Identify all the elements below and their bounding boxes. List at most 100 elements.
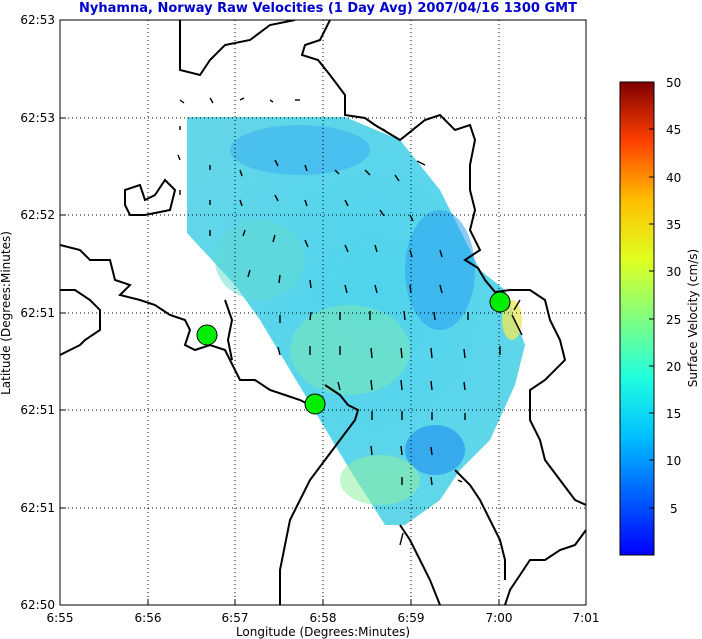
y-tick-label: 62:52 — [20, 208, 55, 222]
x-tick-label: 6:56 — [135, 611, 162, 625]
velocity-arrow — [403, 310, 406, 321]
colorbar-tick-label: 35 — [666, 218, 681, 232]
velocity-arrow — [304, 164, 308, 172]
velocity-arrow — [309, 311, 312, 321]
x-tick-label: 6:57 — [222, 611, 249, 625]
velocity-arrow — [309, 279, 312, 289]
y-tick-label: 62:53 — [20, 13, 55, 27]
y-axis-label: Latitude (Degrees:Minutes) — [0, 231, 13, 395]
velocity-arrow — [409, 249, 413, 258]
velocity-arrow — [242, 229, 246, 237]
velocity-arrow — [177, 154, 181, 161]
station-marker-east — [489, 291, 511, 313]
coastline-south-west — [279, 384, 360, 605]
y-tick-labels: 62:53 62:53 62:52 62:51 62:51 62:51 62:5… — [20, 13, 55, 612]
field-patch-slow-east — [405, 210, 475, 330]
velocity-arrow — [463, 381, 466, 391]
x-tick-label: 6:59 — [398, 611, 425, 625]
velocity-arrow — [376, 126, 386, 131]
map-layers — [60, 20, 586, 605]
velocity-arrow — [247, 269, 251, 278]
velocity-vectors — [177, 97, 523, 546]
velocity-arrow — [370, 379, 373, 391]
field-patch-mid-west — [215, 220, 305, 300]
coastline-west — [60, 244, 311, 406]
velocity-arrow — [416, 160, 426, 166]
velocity-arrow — [304, 199, 308, 207]
field-patch-fast-south — [340, 455, 420, 505]
y-tick-label: 62:53 — [20, 111, 55, 125]
velocity-arrow — [344, 199, 349, 207]
y-tick-label: 62:51 — [20, 403, 55, 417]
velocity-arrow — [364, 169, 371, 176]
y-tick-label: 62:51 — [20, 306, 55, 320]
x-tick-labels: 6:55 6:56 6:57 6:58 6:59 7:00 7:01 — [47, 611, 600, 625]
velocity-arrow — [239, 199, 243, 207]
velocity-arrow — [334, 169, 340, 175]
colorbar-tick-label: 25 — [666, 313, 681, 327]
velocity-arrow — [337, 381, 341, 391]
velocity-arrow — [439, 284, 443, 294]
coastline-south — [399, 524, 441, 605]
velocity-arrow — [513, 299, 521, 311]
colorbar-tick-label: 15 — [666, 407, 681, 421]
velocity-arrow — [439, 249, 443, 258]
coastline — [60, 20, 586, 605]
colorbar-ticks — [649, 81, 654, 509]
velocity-arrow — [463, 348, 466, 359]
velocity-arrow — [430, 380, 433, 391]
velocity-arrow — [277, 346, 281, 356]
velocity-arrow — [179, 99, 185, 104]
colorbar-tick-label: 10 — [666, 454, 681, 468]
coastline-small-headland — [60, 289, 101, 356]
y-tick-label: 62:51 — [20, 501, 55, 515]
field-patch-fast-east — [502, 300, 522, 340]
velocity-arrow — [400, 445, 403, 456]
colorbar-tick-label: 40 — [666, 171, 681, 185]
coastline-north — [179, 20, 296, 77]
velocity-arrow — [511, 314, 523, 336]
colorbar-tick-label: 30 — [666, 265, 681, 279]
colorbar-tick-label: 20 — [666, 360, 681, 374]
station-marker-south — [304, 393, 326, 415]
velocity-arrow — [239, 169, 243, 177]
colorbar-tick-label: 5 — [670, 502, 678, 516]
velocity-arrow — [344, 244, 349, 253]
velocity-arrow — [430, 347, 433, 359]
colorbar-tick-label: 50 — [666, 76, 681, 90]
velocity-arrow — [272, 234, 276, 243]
colorbar — [619, 81, 655, 556]
velocity-arrow — [278, 274, 281, 284]
velocity-arrow — [374, 244, 378, 253]
x-tick-label: 7:00 — [486, 611, 513, 625]
velocity-arrow — [274, 194, 279, 202]
x-axis-label: Longitude (Degrees:Minutes) — [236, 625, 410, 639]
field-patch-slow-north — [230, 125, 370, 175]
velocity-arrow — [430, 446, 433, 456]
coastline-west-island — [124, 178, 177, 216]
velocity-arrow — [269, 99, 274, 103]
velocity-arrow — [304, 239, 309, 248]
velocity-arrow — [370, 445, 373, 456]
velocity-arrow — [209, 97, 214, 104]
map-title: Nyhamna, Norway Raw Velocities (1 Day Av… — [79, 1, 577, 16]
coastline-north-east — [300, 20, 586, 506]
x-tick-label: 7:01 — [573, 611, 600, 625]
velocity-arrow — [430, 476, 433, 486]
velocity-arrow — [274, 159, 279, 167]
coastline-inlet — [224, 299, 234, 361]
velocity-arrow — [400, 347, 403, 359]
field-patch-fast-centre — [290, 305, 410, 395]
velocity-arrow — [399, 532, 404, 546]
velocity-arrow — [370, 347, 373, 359]
colorbar-tick-labels: 50 45 40 35 30 25 20 15 10 5 — [666, 76, 681, 516]
station-marker-west — [196, 324, 218, 346]
velocity-arrow — [374, 284, 378, 294]
velocity-arrow — [239, 97, 245, 101]
x-tick-label: 6:58 — [310, 611, 337, 625]
colorbar-label: Surface Velocity (cm/s) — [686, 249, 700, 387]
velocity-arrow — [433, 311, 436, 321]
velocity-arrow — [400, 379, 403, 391]
velocity-arrow — [394, 174, 400, 182]
